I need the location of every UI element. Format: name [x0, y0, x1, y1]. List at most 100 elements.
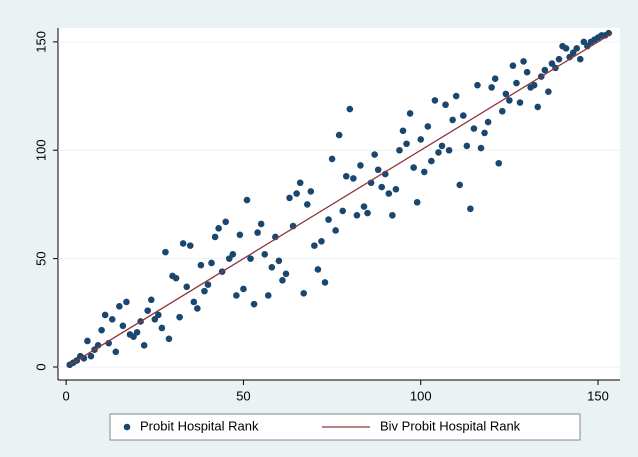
- point: [243, 196, 251, 204]
- point: [236, 231, 244, 239]
- point: [513, 79, 520, 87]
- point: [431, 97, 439, 104]
- point: [172, 274, 180, 282]
- point: [456, 181, 464, 189]
- point: [98, 326, 105, 334]
- point: [286, 194, 293, 202]
- point: [555, 55, 563, 63]
- point: [502, 90, 510, 98]
- point: [84, 337, 91, 345]
- point: [396, 146, 403, 154]
- point: [240, 285, 247, 293]
- point: [374, 166, 382, 174]
- point: [417, 136, 425, 143]
- y-tick-label: 0: [33, 363, 48, 370]
- point: [328, 155, 336, 163]
- y-tick-label: 150: [33, 31, 48, 53]
- point: [204, 281, 212, 288]
- point: [229, 250, 237, 258]
- point: [261, 250, 269, 258]
- x-tick-label: 100: [410, 388, 432, 403]
- point: [442, 101, 449, 109]
- point: [360, 203, 368, 210]
- point: [101, 311, 109, 319]
- point: [523, 68, 531, 76]
- point: [438, 142, 446, 150]
- point: [428, 157, 435, 165]
- point: [296, 179, 304, 187]
- point: [452, 92, 460, 100]
- point: [194, 305, 201, 312]
- point: [144, 307, 152, 314]
- point: [562, 45, 570, 52]
- point: [378, 183, 386, 191]
- point: [576, 55, 584, 63]
- x-tick-label: 50: [236, 388, 250, 403]
- point: [424, 123, 432, 130]
- point: [477, 144, 485, 152]
- point: [435, 149, 442, 156]
- y-tick-label: 100: [33, 139, 48, 161]
- point: [254, 229, 261, 236]
- point: [406, 110, 414, 117]
- x-tick-label: 0: [63, 388, 70, 403]
- point: [300, 290, 308, 297]
- point: [279, 276, 286, 284]
- point: [410, 164, 417, 171]
- point: [325, 216, 332, 223]
- point: [87, 352, 95, 360]
- point: [573, 45, 581, 52]
- point: [445, 146, 453, 154]
- point: [318, 237, 325, 245]
- point: [257, 220, 265, 228]
- point: [385, 190, 393, 197]
- point: [282, 270, 290, 278]
- point: [350, 175, 357, 182]
- legend-swatch: [123, 423, 131, 431]
- point: [119, 322, 127, 330]
- point: [311, 242, 318, 249]
- point: [495, 159, 503, 167]
- point: [176, 313, 183, 321]
- point: [357, 162, 364, 169]
- point: [116, 303, 123, 310]
- point: [420, 168, 428, 176]
- point: [275, 257, 283, 265]
- point: [147, 296, 155, 304]
- point: [158, 324, 166, 332]
- point: [264, 292, 272, 299]
- point: [179, 240, 187, 247]
- point: [509, 62, 517, 70]
- point: [162, 248, 169, 256]
- point: [335, 131, 343, 139]
- point: [321, 279, 329, 286]
- point: [197, 261, 205, 269]
- point: [506, 97, 513, 104]
- point: [413, 198, 421, 206]
- point: [364, 209, 371, 217]
- point: [314, 266, 322, 273]
- point: [342, 172, 350, 180]
- point: [481, 129, 488, 137]
- point: [303, 201, 311, 208]
- point: [545, 88, 552, 96]
- x-tick-label: 150: [587, 388, 609, 403]
- point: [339, 207, 347, 215]
- point: [332, 227, 339, 234]
- point: [516, 99, 524, 106]
- point: [215, 224, 222, 232]
- point: [488, 84, 495, 91]
- point: [293, 190, 300, 197]
- point: [392, 185, 400, 193]
- plot-area: [58, 28, 620, 380]
- point: [520, 58, 527, 65]
- point: [541, 66, 549, 74]
- legend-label: Probit Hospital Rank: [140, 418, 259, 433]
- point: [449, 116, 456, 124]
- y-tick-label: 50: [33, 251, 48, 265]
- point: [534, 103, 542, 111]
- point: [484, 118, 492, 126]
- point: [108, 316, 116, 323]
- point: [307, 188, 315, 195]
